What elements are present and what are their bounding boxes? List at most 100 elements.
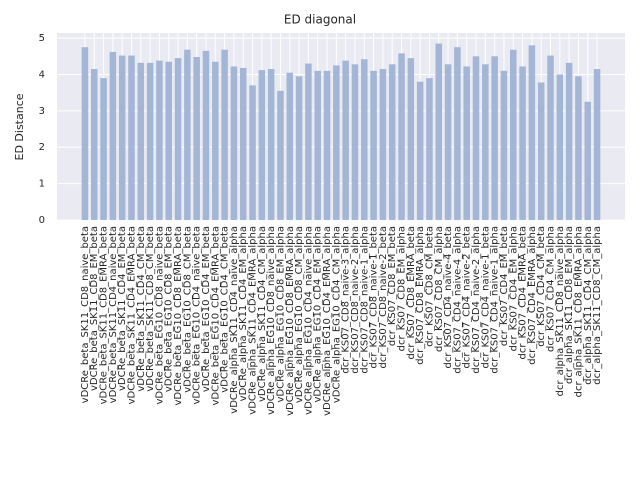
x-tick-label: dcr_KS07_CD8_naive-1_beta xyxy=(369,226,380,368)
x-tick-label: dcr_KS07_CD8_CM_beta xyxy=(424,226,435,347)
bar xyxy=(249,85,256,221)
bar xyxy=(221,49,228,220)
bar xyxy=(472,56,480,221)
bar xyxy=(156,60,163,220)
bar xyxy=(193,57,200,220)
bar xyxy=(90,69,98,220)
bar xyxy=(342,60,349,220)
x-tick-label: dcr_KS07_CD4_naive-1_beta xyxy=(480,226,491,368)
x-tick-label: dcr_alpha_SK11_CD8_CM_alpha xyxy=(592,226,603,385)
bar xyxy=(118,55,126,220)
x-tick-label: dcr_KS07_CD4_CM_alpha xyxy=(546,226,557,352)
x-tick-label: dcr_KS07_CD8_naive-2_beta xyxy=(378,226,389,368)
bar xyxy=(351,64,359,221)
bar xyxy=(426,78,433,220)
x-tick-label: vDCRe_alpha_EG10_CD8_CM_alpha xyxy=(294,226,305,403)
bar xyxy=(174,58,182,220)
bar xyxy=(109,51,117,220)
y-tick-label: 0 xyxy=(39,215,45,226)
bar xyxy=(528,45,536,221)
bar xyxy=(510,49,517,220)
x-tick-label: vDCRe_beta_EG10_CD8_EMRA_beta xyxy=(173,226,184,406)
bar xyxy=(333,65,340,220)
bar xyxy=(463,66,470,220)
x-tick-label: dcr_KS07_CD8_naive-2_alpha xyxy=(350,226,361,374)
bar xyxy=(305,63,312,221)
x-tick-label: dcr_KS07_CD8_CM_alpha xyxy=(434,226,445,352)
x-tick-label: vDCRe_alpha_SK11_CD4_CM_alpha xyxy=(257,226,268,402)
x-tick-label: dcr_KS07_CD8_naive-3_alpha xyxy=(341,226,352,374)
bar xyxy=(286,72,294,220)
x-tick-label: dcr_KS07_CD4_naive-1_alpha xyxy=(490,226,501,374)
bar xyxy=(593,69,601,220)
bar xyxy=(202,50,210,221)
x-tick-label: vDCRe_beta_EG10_CD4_CM_beta xyxy=(220,226,231,393)
x-tick-label: vDCRe_alpha_EG10_CD8_EMRA_alpha xyxy=(285,226,296,416)
y-tick-label: 2 xyxy=(39,142,45,153)
y-tick-label: 3 xyxy=(39,106,45,117)
y-tick-label: 4 xyxy=(39,69,45,80)
x-tick-label: dcr_alpha_SK11_CD4_CM_alpha xyxy=(583,226,594,385)
y-tick-label: 1 xyxy=(39,179,45,190)
bar xyxy=(100,78,107,220)
bar xyxy=(146,62,154,220)
x-tick-label: dcr_KS07_CD4_EM_alpha xyxy=(508,226,519,351)
bar xyxy=(482,64,489,221)
bar xyxy=(128,55,135,220)
x-tick-label: dcr_KS07_CD8_naive-1_alpha xyxy=(359,226,370,374)
bar xyxy=(137,62,145,220)
x-tick-label: vDCRe_beta_EG10_CD8_EM_beta xyxy=(164,226,175,392)
x-tick-label: dcr_KS07_CD4_EMRA_alpha xyxy=(527,226,538,365)
x-tick-label: vDCRe_beta_EG10_CD8_naive_beta xyxy=(154,226,165,405)
bar xyxy=(361,59,368,221)
bar xyxy=(398,53,405,221)
x-tick-label: dcr_alpha_SK11_CD8_naive_alpha xyxy=(555,226,566,396)
bar xyxy=(314,70,321,220)
bar xyxy=(556,74,564,221)
bar xyxy=(547,55,554,220)
x-tick-label: dcr_alpha_SK11_CD8_EM_alpha xyxy=(564,226,575,384)
bar xyxy=(491,56,498,221)
x-tick-label: vDCRe_alpha_EG10_CD8_EM_alpha xyxy=(275,226,286,402)
bar xyxy=(537,82,545,220)
bar xyxy=(267,69,275,220)
bar xyxy=(81,47,89,220)
x-tick-label: vDCRe_beta_SK11_CD4_EMRA_beta xyxy=(126,226,137,404)
bar xyxy=(435,43,443,220)
bar xyxy=(258,70,266,220)
x-tick-label: vDCRe_alpha_SK11_CD4_EM_alpha xyxy=(238,226,249,401)
x-tick-label: vDCRe_beta_EG10_CD8_CM_beta xyxy=(182,226,193,393)
y-tick-label: 5 xyxy=(39,33,45,44)
bar xyxy=(500,70,508,220)
x-tick-label: dcr_KS07_CD8_EM_alpha xyxy=(397,226,408,351)
x-tick-label: dcr_KS07_CD8_EM_beta xyxy=(387,226,398,346)
bar xyxy=(444,64,452,221)
bar xyxy=(230,66,238,220)
bar xyxy=(388,64,396,221)
x-tick-label: dcr_KS07_CD4_naive-4_alpha xyxy=(452,226,463,374)
x-tick-label: vDCRe_alpha_EG10_CD4_EMRA_alpha xyxy=(322,226,333,416)
x-tick-label: dcr_alpha_SK11_CD8_EMRA_alpha xyxy=(573,226,584,397)
bar xyxy=(454,47,461,220)
x-tick-label: vDCRe_beta_SK11_CD4_CM_beta xyxy=(136,226,147,392)
bar xyxy=(165,61,172,221)
bar xyxy=(379,69,387,220)
x-tick-label: vDCRe_alpha_EG10_CD8_naive_alpha xyxy=(266,226,277,415)
x-tick-label: dcr_KS07_CD8_EMRA_beta xyxy=(406,226,417,360)
x-tick-label: vDCRe_beta_SK11_CD8_EM_beta xyxy=(89,226,100,391)
bar xyxy=(575,76,582,220)
x-tick-label: vDCRe_alpha_EG10_CD4_CM_alpha xyxy=(331,226,342,403)
chart-title: ED diagonal xyxy=(284,13,356,27)
x-tick-label: dcr_KS07_CD4_naive-4_beta xyxy=(443,226,454,368)
x-tick-label: dcr_KS07_CD4_EMRA_beta xyxy=(518,226,529,360)
bar xyxy=(565,62,573,220)
bar xyxy=(295,76,303,220)
x-tick-label: dcr_KS07_CD4_EM_beta xyxy=(499,226,510,346)
x-tick-label: vDCRe_beta_SK11_CD8_EMRA_beta xyxy=(99,226,110,404)
x-tick-label: vDCRe_beta_EG10_CD4_EMRA_beta xyxy=(210,226,221,406)
x-tick-label: vDCRe_beta_EG10_CD4_naive_beta xyxy=(192,226,203,405)
x-tick-label: dcr_KS07_CD4_CM_beta xyxy=(536,226,547,347)
bar xyxy=(239,67,247,220)
x-tick-label: vDCRe_beta_EG10_CD4_EM_beta xyxy=(201,226,212,392)
x-tick-label: vDCRe_alpha_SK11_CD4_EMRA_alpha xyxy=(248,226,259,415)
